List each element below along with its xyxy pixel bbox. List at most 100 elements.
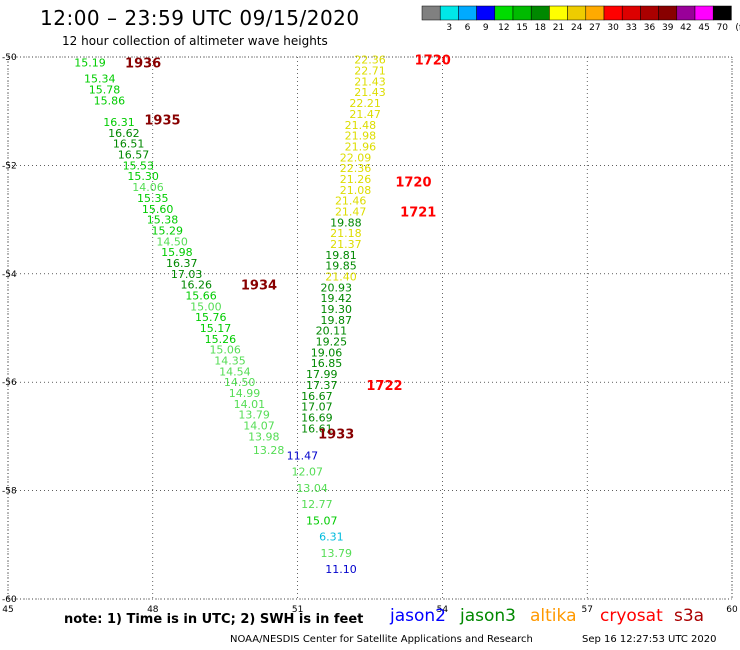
wave-height-label: 15.26: [205, 333, 237, 346]
colorbar-tick-label: 39: [662, 23, 674, 33]
colorbar-tick-label: 24: [571, 23, 583, 33]
wave-height-label: 14.01: [234, 398, 266, 411]
wave-height-label: 19.87: [320, 314, 352, 327]
wave-height-label: 14.50: [156, 235, 188, 248]
wave-height-label: 16.37: [166, 257, 198, 270]
wave-height-label: 16.26: [180, 279, 212, 292]
page-title: 12:00 – 23:59 UTC 09/15/2020: [40, 6, 360, 30]
wave-height-label: 13.04: [296, 482, 328, 495]
latitude-tick-label: -54: [2, 270, 17, 280]
colorbar-tick-label: 36: [644, 23, 656, 33]
wave-height-label: 15.86: [94, 94, 126, 107]
wave-height-label: 14.50: [224, 376, 256, 389]
colorbar-tick-label: 27: [589, 23, 600, 33]
wave-height-label: 16.57: [118, 149, 150, 162]
wave-height-label: 13.28: [253, 444, 285, 457]
colorbar-tick-label: 45: [698, 23, 709, 33]
wave-height-label: 17.99: [306, 368, 338, 381]
wave-height-label: 14.07: [243, 420, 275, 433]
longitude-tick-label: 45: [2, 605, 13, 615]
wave-height-label: 16.69: [301, 411, 333, 424]
wave-height-label: 15.35: [137, 192, 169, 205]
longitude-tick-label: 57: [581, 605, 592, 615]
mission-cryosat: cryosat: [600, 606, 663, 626]
colorbar-tick-label: 6: [465, 23, 471, 33]
wave-height-label: 16.62: [108, 127, 140, 140]
latitude-tick-label: -58: [2, 487, 17, 497]
wave-height-label: 19.30: [320, 303, 352, 316]
wave-height-label: 13.79: [238, 409, 270, 422]
wave-height-label: 20.93: [320, 281, 352, 294]
page-subtitle: 12 hour collection of altimeter wave hei…: [62, 34, 328, 48]
mission-jason2: jason2: [390, 606, 446, 626]
wave-height-label: 21.26: [340, 173, 372, 186]
wave-height-label: 15.60: [142, 203, 174, 216]
wave-height-label: 17.03: [171, 268, 203, 281]
wave-height-label: 15.66: [185, 289, 217, 302]
wave-height-label: 22.36: [340, 162, 372, 175]
colorbar-tick-label: 3: [446, 23, 452, 33]
wave-height-label: 11.10: [325, 563, 357, 576]
colorbar-tick-label: 42: [680, 23, 691, 33]
latitude-tick-label: -56: [2, 378, 17, 388]
wave-height-label: 21.47: [335, 205, 367, 218]
wave-height-label: 16.51: [113, 138, 145, 151]
latitude-tick-label: -60: [2, 595, 17, 605]
wave-height-label: 14.54: [219, 365, 251, 378]
wave-height-label: 15.30: [127, 170, 159, 183]
longitude-tick-label: 48: [147, 605, 159, 615]
colorbar-tick-label: 30: [607, 23, 619, 33]
wave-height-label: 13.79: [320, 547, 352, 560]
wave-height-label: 21.18: [330, 227, 362, 240]
longitude-tick-label: 54: [437, 605, 449, 615]
wave-height-label: 21.46: [335, 195, 367, 208]
pass-time-label: 1720: [395, 176, 431, 191]
wave-height-label: 21.48: [345, 119, 377, 132]
wave-height-label: 15.19: [74, 56, 106, 69]
pass-time-label: 1722: [366, 379, 402, 394]
wave-height-label: 21.40: [325, 271, 357, 284]
colorbar-unit: (ft): [735, 23, 740, 33]
colorbar-tick-label: 70: [717, 23, 729, 33]
mission-altika: altika: [530, 606, 577, 626]
wave-height-label: 15.53: [123, 159, 155, 172]
wave-height-label: 15.07: [306, 514, 338, 527]
mission-s3a: s3a: [674, 606, 705, 626]
wave-height-label: 22.09: [340, 151, 372, 164]
colorbar-tick-label: 18: [535, 23, 547, 33]
wave-height-label: 6.31: [319, 531, 344, 544]
wave-height-label: 15.06: [209, 344, 241, 357]
credit-text: NOAA/NESDIS Center for Satellite Applica…: [230, 634, 533, 645]
wave-height-label: 21.43: [354, 75, 386, 88]
wave-height-label: 22.21: [349, 97, 381, 110]
wave-height-label: 13.98: [248, 430, 280, 443]
wave-height-label: 16.67: [301, 390, 333, 403]
wave-height-label: 15.00: [190, 300, 222, 313]
colorbar-tick-label: 21: [553, 23, 564, 33]
wave-height-label: 15.78: [89, 84, 121, 97]
latitude-tick-label: -50: [2, 53, 17, 63]
wave-height-label: 12.77: [301, 498, 333, 511]
pass-time-label: 1934: [241, 279, 277, 294]
wave-height-label: 15.34: [84, 73, 116, 86]
wave-height-label: 15.17: [200, 322, 232, 335]
pass-time-label: 1720: [415, 54, 451, 69]
wave-height-label: 17.07: [301, 401, 333, 414]
wave-height-label: 19.85: [325, 260, 357, 273]
pass-time-label: 1935: [144, 113, 180, 128]
pass-time-label: 1721: [400, 205, 436, 220]
wave-height-label: 15.38: [147, 214, 179, 227]
latitude-tick-label: -52: [2, 161, 17, 171]
wave-height-label: 22.36: [354, 54, 386, 67]
footnote: note: 1) Time is in UTC; 2) SWH is in fe…: [64, 612, 364, 627]
wave-height-label: 20.11: [316, 325, 348, 338]
wave-height-label: 19.25: [316, 336, 348, 349]
pass-time-label: 1936: [125, 56, 161, 71]
wave-height-label: 14.99: [229, 387, 261, 400]
wave-height-label: 21.98: [345, 130, 377, 143]
wave-height-label: 15.29: [152, 224, 184, 237]
mission-jason3: jason3: [460, 606, 516, 626]
wave-height-label: 21.47: [349, 108, 381, 121]
